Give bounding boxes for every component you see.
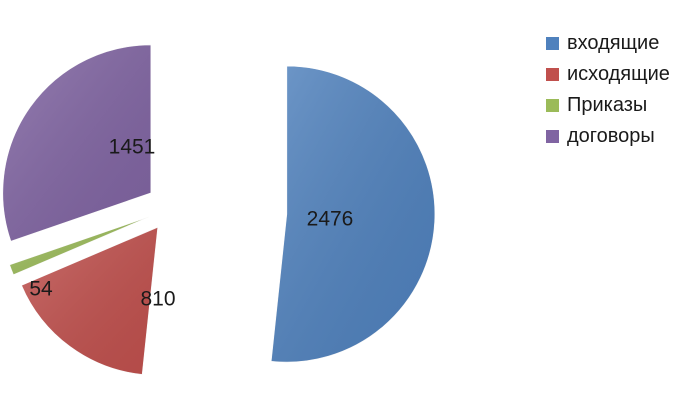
legend-label: входящие bbox=[567, 32, 660, 54]
chart-legend: входящие исходящие Приказы договоры bbox=[546, 28, 696, 152]
data-label-4: 1451 bbox=[109, 136, 156, 159]
pie-slice-shading-2 bbox=[21, 227, 158, 375]
legend-label: Приказы bbox=[567, 94, 648, 116]
legend-item-3: Приказы bbox=[546, 90, 696, 121]
legend-swatch bbox=[546, 130, 559, 143]
pie-slice-shading-3 bbox=[9, 216, 150, 275]
legend-swatch bbox=[546, 68, 559, 81]
legend-label: договоры bbox=[567, 125, 655, 147]
legend-swatch bbox=[546, 99, 559, 112]
legend-label: исходящие bbox=[567, 63, 670, 85]
pie-slice-shading-1 bbox=[271, 66, 435, 363]
data-label-2: 810 bbox=[140, 288, 175, 311]
legend-item-2: исходящие bbox=[546, 59, 696, 90]
data-label-3: 54 bbox=[29, 278, 53, 301]
pie-slice-shading-4 bbox=[2, 44, 151, 242]
legend-item-4: договоры bbox=[546, 121, 696, 152]
pie-data-labels: 2476 810 54 1451 bbox=[29, 136, 353, 311]
data-label-1: 2476 bbox=[307, 208, 354, 231]
legend-swatch bbox=[546, 37, 559, 50]
pie-slices bbox=[2, 44, 436, 375]
legend-item-1: входящие bbox=[546, 28, 696, 59]
